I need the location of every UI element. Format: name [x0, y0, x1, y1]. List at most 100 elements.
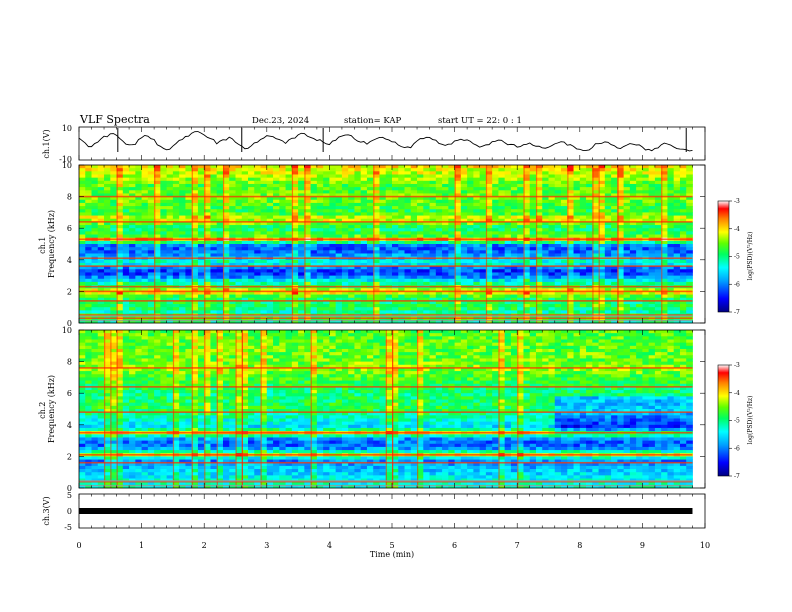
ch1-cell	[204, 275, 211, 280]
ch1-cell	[116, 247, 124, 251]
ch1-cell	[498, 187, 506, 191]
ch1-cell	[210, 247, 218, 251]
ch1-cell	[523, 319, 531, 324]
ch1-cell	[185, 231, 193, 235]
ch1-cell	[529, 281, 537, 286]
ch1-cell	[354, 240, 362, 245]
ch1-cell	[492, 228, 499, 232]
ch1-cell	[216, 168, 224, 172]
ch1-cell	[517, 193, 524, 197]
ch1-cell	[235, 190, 243, 194]
ch1-cell	[110, 307, 117, 311]
ch1-cell	[323, 174, 330, 179]
ch1-cell	[248, 225, 255, 229]
ch1-cell	[611, 193, 618, 197]
ch1-cell	[648, 269, 656, 273]
ch1-cell	[154, 269, 161, 273]
ch1-cell	[248, 193, 255, 197]
ch1-cell	[110, 300, 117, 305]
ch1-cell	[517, 171, 524, 175]
ch1-cell	[429, 319, 437, 324]
ch1-cell	[686, 196, 693, 201]
ch1-cell	[648, 240, 656, 245]
ch1-cell	[636, 165, 643, 169]
ch1-cell	[604, 199, 612, 204]
ch1-cell	[241, 221, 249, 226]
ch1-cell	[222, 209, 230, 213]
ch1-cell	[97, 297, 105, 302]
ch1-cell	[442, 278, 449, 283]
ch1-cell	[617, 262, 625, 267]
ch1-cell	[467, 174, 474, 179]
ch1-cell	[316, 272, 324, 276]
ch1-cell	[661, 272, 668, 276]
ch1-cell	[667, 278, 675, 283]
ch1-cell	[561, 180, 568, 185]
ch1-cell	[460, 288, 468, 292]
ch1-cell	[298, 310, 305, 314]
ch1-cell	[467, 300, 474, 305]
ch1-cell	[166, 228, 174, 232]
ch1-cell	[567, 209, 574, 213]
ch1-cell	[197, 221, 205, 226]
ch1-cell	[260, 297, 268, 302]
ch1-cell	[298, 199, 305, 204]
ch1-cell	[341, 177, 349, 182]
ch1-cell	[686, 174, 693, 179]
ch1-cell	[260, 234, 268, 239]
ch1-cell	[379, 218, 387, 223]
ch1-cell	[348, 275, 355, 280]
ch1-cell	[592, 199, 599, 204]
start-time-label: start UT = 22: 0 : 1	[438, 116, 522, 126]
ch1-cell	[535, 266, 543, 270]
ch1-cell	[210, 206, 218, 210]
ch1-cell	[104, 183, 111, 188]
ch1-cell	[266, 202, 274, 207]
ch1-cell	[510, 218, 518, 223]
ch1-cell	[498, 168, 506, 172]
ch1-cell	[404, 218, 412, 223]
ch1-cell	[348, 187, 355, 191]
ch1-cell	[661, 177, 668, 182]
ch1-cell	[623, 171, 631, 175]
ch1-cell	[629, 215, 637, 220]
ch1-cell	[442, 165, 449, 169]
ch1-cell	[235, 250, 243, 254]
ch1-cell	[404, 266, 412, 270]
ch1-cell	[216, 199, 224, 204]
ch1-cell	[548, 269, 556, 273]
ch1-cell	[636, 221, 643, 226]
ch1-cell	[654, 177, 662, 182]
ch1-cell	[379, 281, 387, 286]
ch1-cell	[554, 196, 562, 201]
ch1-cell	[373, 272, 380, 276]
ch1-cell	[504, 196, 512, 201]
ch1-cell	[291, 250, 299, 254]
ch1-cell	[579, 294, 587, 299]
ch1-cell	[122, 291, 130, 295]
ch1-cell	[279, 269, 286, 273]
ch1-cell	[260, 240, 268, 245]
ch1-cell	[373, 228, 380, 232]
ch1-cell	[573, 228, 581, 232]
ch1-cell	[385, 304, 393, 308]
ch1-cell	[673, 183, 681, 188]
ch1-cell	[260, 253, 268, 258]
ch1-cell	[504, 307, 512, 311]
ch1-cell	[197, 190, 205, 194]
ch1-cell	[686, 183, 693, 188]
ch1-cell	[185, 310, 193, 314]
ch1-cell	[435, 262, 443, 267]
ch1-cell	[179, 269, 186, 273]
ch1-cell	[323, 247, 330, 251]
ch1-cell	[291, 259, 299, 264]
ch1-cell	[529, 319, 537, 324]
ch1-cell	[586, 272, 593, 276]
ch1-cell	[467, 187, 474, 191]
ch1-cell	[510, 193, 518, 197]
ch1-cell	[266, 171, 274, 175]
ch1-cell	[548, 228, 556, 232]
ch1-cell	[360, 240, 368, 245]
ch1-cell	[598, 275, 606, 280]
ch1-cell	[404, 250, 412, 254]
